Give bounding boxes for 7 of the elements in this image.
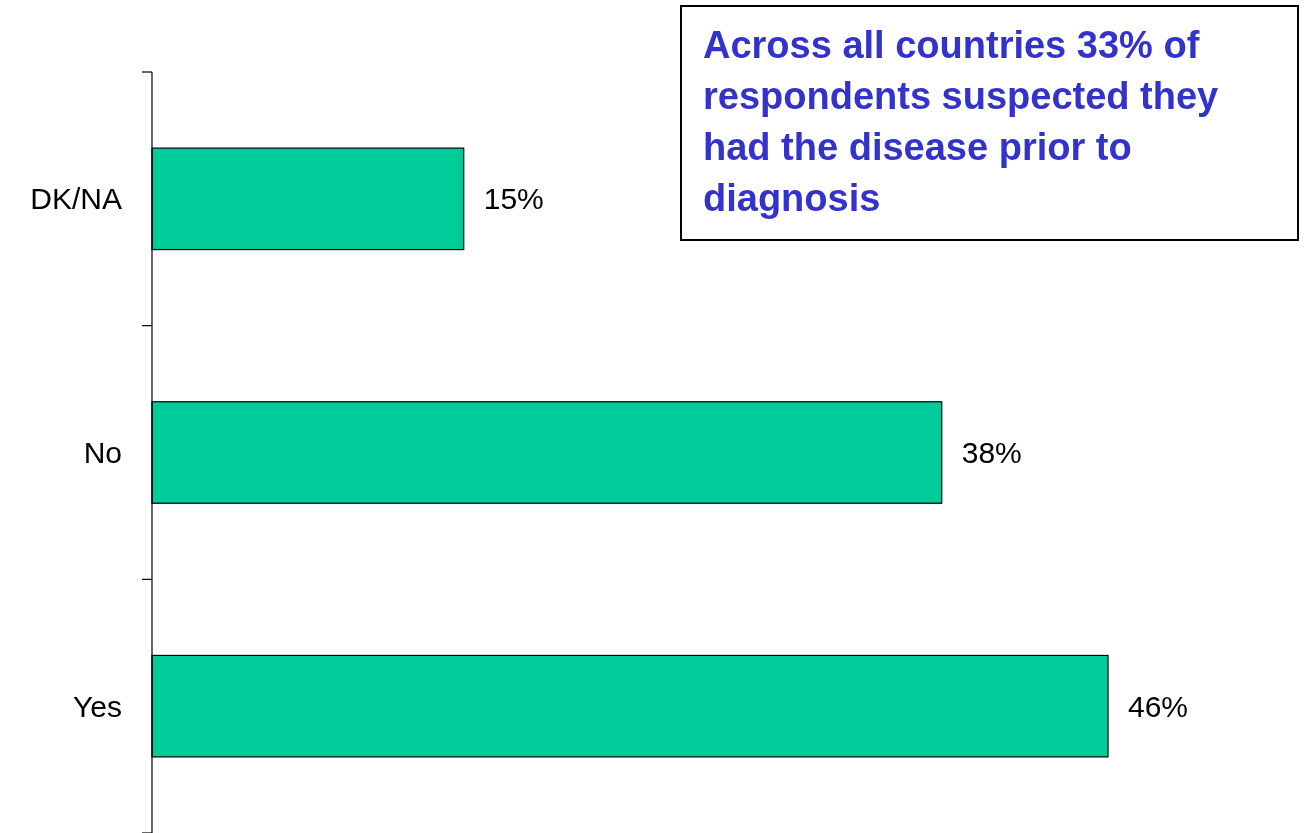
data-label: 38% xyxy=(961,436,1022,469)
y-tick-label: No xyxy=(83,436,122,469)
annotation: Across all countries 33% of respondents suspected they had the disease prior to diagnosis xyxy=(703,24,1219,219)
data-label: 46% xyxy=(1128,689,1189,723)
y-tick-label: DK/NA xyxy=(30,182,122,216)
data-label: 15% xyxy=(483,182,544,216)
y-tick-label: Yes xyxy=(73,689,122,723)
